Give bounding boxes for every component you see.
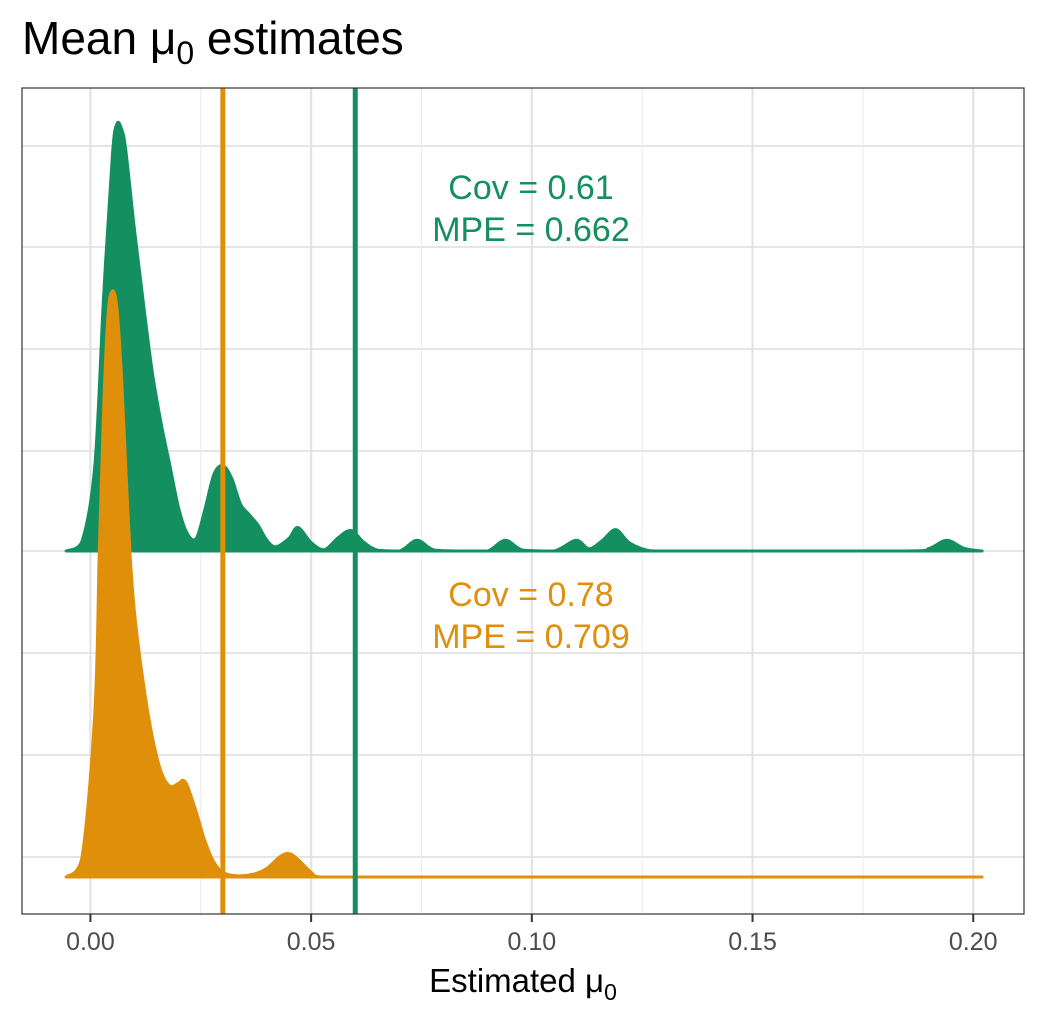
density-ridge-2 (64, 289, 984, 879)
x-tick-label: 0.20 (949, 928, 998, 956)
annotations: Cov = 0.61 MPE = 0.662 Cov = 0.78 MPE = 0.7… (432, 169, 630, 656)
density-ridges (64, 120, 984, 879)
density-ridge-1 (64, 120, 984, 553)
annotation-line-2-2: MPE = 0.709 (432, 618, 630, 656)
plot-panel-border (21, 87, 1025, 915)
x-tick-label: 0.10 (507, 928, 556, 956)
chart-title: Mean μ0 estimates (22, 12, 404, 71)
annotation-line-1-1: Cov = 0.61 (448, 169, 613, 207)
annotation-line-1-2: MPE = 0.662 (432, 211, 630, 249)
x-tick-label: 0.05 (287, 928, 336, 956)
annotation-line-2-1: Cov = 0.78 (448, 576, 613, 614)
x-axis-title: Estimated μ0 (429, 962, 617, 1005)
x-axis: 0.00 0.05 0.10 0.15 0.20 (66, 914, 998, 956)
x-tick-label: 0.00 (66, 928, 115, 956)
x-tick-label: 0.15 (728, 928, 777, 956)
reference-lines (220, 88, 358, 914)
